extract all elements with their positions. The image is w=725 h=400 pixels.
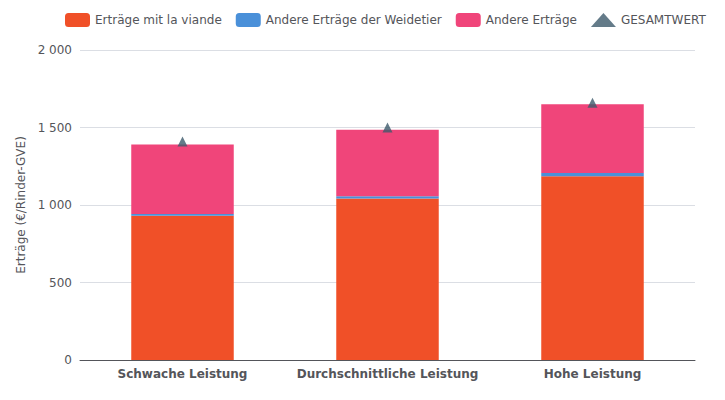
svg-text:Andere Erträge: Andere Erträge <box>486 13 577 27</box>
svg-text:500: 500 <box>49 276 72 290</box>
svg-text:Durchschnittliche Leistung: Durchschnittliche Leistung <box>297 367 479 381</box>
svg-text:Hohe Leistung: Hohe Leistung <box>544 367 642 381</box>
svg-text:GESAMTWERT: GESAMTWERT <box>621 13 707 27</box>
svg-text:Erträge (€/Rinder-GVE): Erträge (€/Rinder-GVE) <box>14 136 28 274</box>
svg-text:Andere Erträge der Weidetier: Andere Erträge der Weidetier <box>266 13 442 27</box>
svg-text:2 000: 2 000 <box>38 43 72 57</box>
svg-text:0: 0 <box>64 353 72 367</box>
svg-text:Schwache Leistung: Schwache Leistung <box>118 367 248 381</box>
svg-text:1 500: 1 500 <box>38 121 72 135</box>
svg-text:1 000: 1 000 <box>38 198 72 212</box>
svg-text:Erträge mit la viande: Erträge mit la viande <box>95 13 222 27</box>
